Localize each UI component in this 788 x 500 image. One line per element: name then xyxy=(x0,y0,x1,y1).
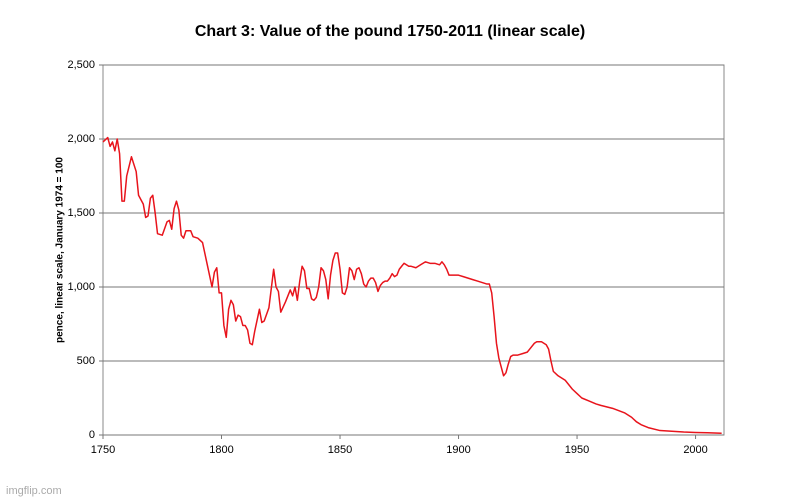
x-tick-label: 1900 xyxy=(446,444,470,456)
x-tick-label: 2000 xyxy=(683,444,707,456)
y-tick-label: 2,500 xyxy=(67,59,95,71)
watermark: imgflip.com xyxy=(6,485,62,497)
plot-area xyxy=(102,64,725,436)
x-tick-label: 1850 xyxy=(328,444,352,456)
y-tick-label: 1,500 xyxy=(67,207,95,219)
x-tick-label: 1950 xyxy=(565,444,589,456)
y-tick-label: 1,000 xyxy=(67,281,95,293)
y-tick-label: 0 xyxy=(89,429,95,441)
y-tick-label: 500 xyxy=(77,355,95,367)
y-axis-label: pence, linear scale, January 1974 = 100 xyxy=(55,157,66,343)
line xyxy=(102,136,722,434)
x-tick-label: 1750 xyxy=(91,444,115,456)
x-tick-label: 1800 xyxy=(209,444,233,456)
chart-title: Chart 3: Value of the pound 1750-2011 (l… xyxy=(195,23,585,40)
y-tick-label: 2,000 xyxy=(67,133,95,145)
